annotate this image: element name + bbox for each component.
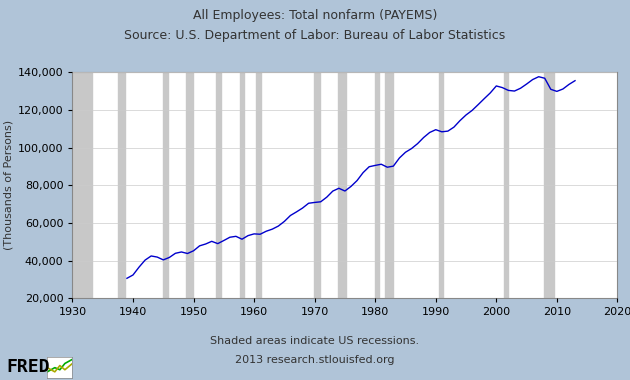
Bar (118, 72, 125, 298)
Text: 2013 research.stlouisfed.org: 2013 research.stlouisfed.org (235, 355, 395, 365)
Text: All Employees: Total nonfarm (PAYEMS): All Employees: Total nonfarm (PAYEMS) (193, 10, 437, 22)
Bar (439, 72, 443, 298)
Text: FRED: FRED (6, 358, 50, 376)
Bar (256, 72, 261, 298)
Bar (239, 72, 244, 298)
Bar (544, 72, 554, 298)
Bar (216, 72, 220, 298)
Bar (385, 72, 392, 298)
Text: Source: U.S. Department of Labor: Bureau of Labor Statistics: Source: U.S. Department of Labor: Bureau… (124, 28, 506, 41)
Bar (314, 72, 320, 298)
Bar (375, 72, 379, 298)
Bar (186, 72, 193, 298)
Bar (338, 72, 346, 298)
Text: Shaded areas indicate US recessions.: Shaded areas indicate US recessions. (210, 336, 420, 346)
Bar (69, 72, 93, 298)
Y-axis label: (Thousands of Persons): (Thousands of Persons) (4, 120, 14, 250)
Bar (503, 72, 508, 298)
Bar (163, 72, 168, 298)
